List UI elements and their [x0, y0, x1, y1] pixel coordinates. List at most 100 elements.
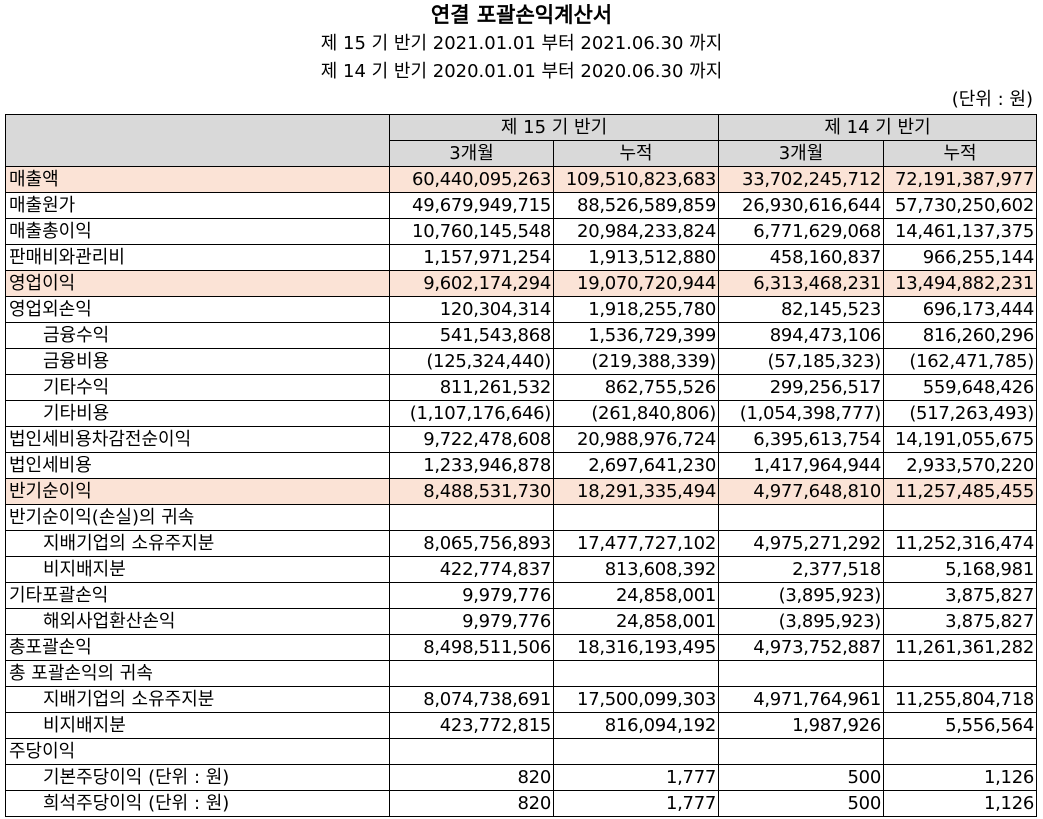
- value-cell: 1,126: [883, 764, 1037, 791]
- table-row: 비지배지분 423,772,815 816,094,192 1,987,926 5,55…: [5, 712, 1037, 739]
- value-cell: 8,498,511,506: [389, 634, 554, 661]
- value-cell: 1,157,971,254: [389, 244, 554, 271]
- value-cell: 1,987,926: [718, 712, 884, 739]
- table-row: 매출액 60,440,095,263 109,510,823,683 33,702,2…: [5, 166, 1037, 193]
- value-cell: 120,304,314: [389, 296, 554, 323]
- unit-label: (단위 : 원): [951, 89, 1033, 110]
- table-row: 금융비용 (125,324,440) (219,388,339) (57,185,32…: [5, 348, 1037, 375]
- value-cell: 1,777: [553, 764, 719, 791]
- value-cell: 20,984,233,824: [553, 218, 719, 245]
- value-cell: 20,988,976,724: [553, 426, 719, 453]
- value-cell: (125,324,440): [389, 348, 554, 375]
- value-cell: 11,261,361,282: [883, 634, 1037, 661]
- table-row: 지배기업의 소유주지분 8,074,738,691 17,500,099,303 4,…: [5, 686, 1037, 713]
- row-label: 기타포괄손익: [5, 582, 390, 609]
- value-cell: 1,417,964,944: [718, 452, 884, 479]
- value-cell: 2,933,570,220: [883, 452, 1037, 479]
- table-row: 금융수익 541,543,868 1,536,729,399 894,473,106 8…: [5, 322, 1037, 349]
- header-current-cumulative: 누적: [553, 140, 719, 167]
- value-cell: 541,543,868: [389, 322, 554, 349]
- value-cell: (3,895,923): [718, 608, 884, 635]
- row-label: 해외사업환산손익: [5, 608, 390, 635]
- value-cell: 14,461,137,375: [883, 218, 1037, 245]
- value-cell: 9,979,776: [389, 582, 554, 609]
- table-row: 주당이익: [5, 738, 1037, 765]
- value-cell: 894,473,106: [718, 322, 884, 349]
- value-cell: (261,840,806): [553, 400, 719, 427]
- value-cell: 1,913,512,880: [553, 244, 719, 271]
- value-cell: 11,257,485,455: [883, 478, 1037, 505]
- value-cell: 3,875,827: [883, 582, 1037, 609]
- value-cell: 862,755,526: [553, 374, 719, 401]
- value-cell: [883, 738, 1037, 765]
- table-row: 법인세비용 1,233,946,878 2,697,641,230 1,417,964…: [5, 452, 1037, 479]
- value-cell: (1,054,398,777): [718, 400, 884, 427]
- table-row: 반기순이익 8,488,531,730 18,291,335,494 4,977,64…: [5, 478, 1037, 505]
- row-label: 총 포괄손익의 귀속: [5, 660, 390, 687]
- row-label: 법인세비용차감전순이익: [5, 426, 390, 453]
- value-cell: 17,500,099,303: [553, 686, 719, 713]
- table-row: 매출원가 49,679,949,715 88,526,589,859 26,930,6…: [5, 192, 1037, 219]
- value-cell: 4,977,648,810: [718, 478, 884, 505]
- row-label: 비지배지분: [5, 712, 390, 739]
- value-cell: 423,772,815: [389, 712, 554, 739]
- value-cell: (57,185,323): [718, 348, 884, 375]
- row-label: 기타비용: [5, 400, 390, 427]
- value-cell: 4,971,764,961: [718, 686, 884, 713]
- row-label: 기본주당이익 (단위 : 원): [5, 764, 390, 791]
- value-cell: 6,395,613,754: [718, 426, 884, 453]
- value-cell: 2,697,641,230: [553, 452, 719, 479]
- row-label: 법인세비용: [5, 452, 390, 479]
- row-label: 총포괄손익: [5, 634, 390, 661]
- value-cell: 500: [718, 790, 884, 817]
- period-current: 제 15 기 반기 2021.01.01 부터 2021.06.30 까지: [320, 33, 723, 54]
- value-cell: [718, 504, 884, 531]
- row-label: 영업외손익: [5, 296, 390, 323]
- value-cell: (517,263,493): [883, 400, 1037, 427]
- income-statement-table: 제 15 기 반기 제 14 기 반기 3개월 누적 3개월 누적 매출액 60,…: [5, 114, 1037, 817]
- value-cell: 820: [389, 764, 554, 791]
- header-current-period: 제 15 기 반기: [389, 114, 719, 141]
- value-cell: 1,777: [553, 790, 719, 817]
- value-cell: 559,648,426: [883, 374, 1037, 401]
- value-cell: 9,722,478,608: [389, 426, 554, 453]
- statement-title: 연결 포괄손익계산서: [430, 3, 613, 27]
- value-cell: 5,556,564: [883, 712, 1037, 739]
- value-cell: (162,471,785): [883, 348, 1037, 375]
- header-prior-3month: 3개월: [718, 140, 884, 167]
- table-row: 영업외손익 120,304,314 1,918,255,780 82,145,523 6…: [5, 296, 1037, 323]
- table-row: 비지배지분 422,774,837 813,608,392 2,377,518 5,16…: [5, 556, 1037, 583]
- value-cell: 966,255,144: [883, 244, 1037, 271]
- row-label: 매출액: [5, 166, 390, 193]
- value-cell: 26,930,616,644: [718, 192, 884, 219]
- row-label: 주당이익: [5, 738, 390, 765]
- value-cell: 60,440,095,263: [389, 166, 554, 193]
- table-row: 반기순이익(손실)의 귀속: [5, 504, 1037, 531]
- value-cell: 8,488,531,730: [389, 478, 554, 505]
- value-cell: 57,730,250,602: [883, 192, 1037, 219]
- value-cell: 458,160,837: [718, 244, 884, 271]
- value-cell: 2,377,518: [718, 556, 884, 583]
- value-cell: (1,107,176,646): [389, 400, 554, 427]
- value-cell: 14,191,055,675: [883, 426, 1037, 453]
- value-cell: 8,074,738,691: [389, 686, 554, 713]
- value-cell: 8,065,756,893: [389, 530, 554, 557]
- header-prior-cumulative: 누적: [883, 140, 1037, 167]
- value-cell: [883, 504, 1037, 531]
- table-row: 총포괄손익 8,498,511,506 18,316,193,495 4,973,75…: [5, 634, 1037, 661]
- value-cell: 696,173,444: [883, 296, 1037, 323]
- value-cell: 82,145,523: [718, 296, 884, 323]
- row-label: 지배기업의 소유주지분: [5, 686, 390, 713]
- header-corner-cell: [5, 114, 390, 167]
- value-cell: [389, 660, 554, 687]
- statement-rows: 매출액 60,440,095,263 109,510,823,683 33,702,2…: [5, 166, 1037, 817]
- value-cell: 19,070,720,944: [553, 270, 719, 297]
- row-label: 반기순이익(손실)의 귀속: [5, 504, 390, 531]
- value-cell: 18,316,193,495: [553, 634, 719, 661]
- table-row: 기본주당이익 (단위 : 원) 820 1,777 500 1,126: [5, 764, 1037, 791]
- value-cell: 811,261,532: [389, 374, 554, 401]
- table-row: 기타수익 811,261,532 862,755,526 299,256,517 559…: [5, 374, 1037, 401]
- value-cell: 813,608,392: [553, 556, 719, 583]
- value-cell: 500: [718, 764, 884, 791]
- value-cell: [553, 504, 719, 531]
